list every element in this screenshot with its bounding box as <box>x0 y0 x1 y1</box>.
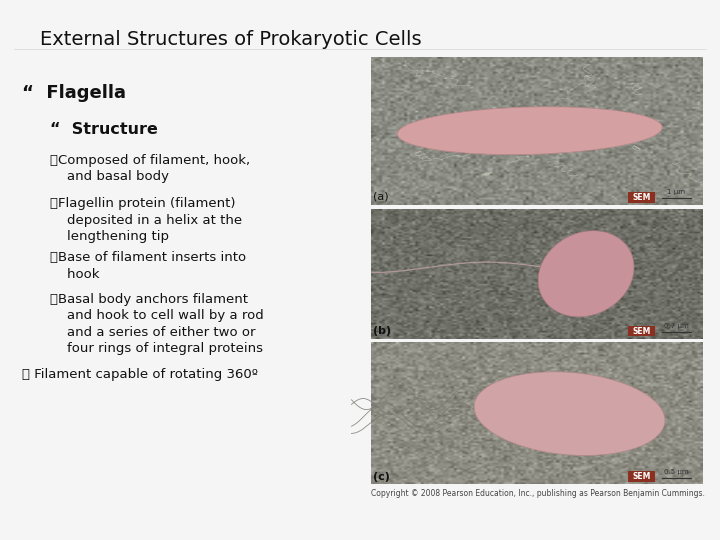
Ellipse shape <box>397 107 662 154</box>
Text: ௵Flagellin protein (filament)
    deposited in a helix at the
    lengthening ti: ௵Flagellin protein (filament) deposited … <box>50 197 243 243</box>
Ellipse shape <box>474 372 665 455</box>
Bar <box>628 326 655 336</box>
Ellipse shape <box>538 231 634 317</box>
Text: (b): (b) <box>373 326 391 336</box>
Text: ௵ Filament capable of rotating 360º: ௵ Filament capable of rotating 360º <box>22 368 258 381</box>
Text: (a): (a) <box>373 191 389 201</box>
Text: 0.5 μm: 0.5 μm <box>664 469 688 475</box>
Text: SEM: SEM <box>632 193 651 201</box>
Text: ௵Base of filament inserts into
    hook: ௵Base of filament inserts into hook <box>50 251 246 281</box>
Text: ௵Composed of filament, hook,
    and basal body: ௵Composed of filament, hook, and basal b… <box>50 154 251 184</box>
Text: ௵Basal body anchors filament
    and hook to cell wall by a rod
    and a series: ௵Basal body anchors filament and hook to… <box>50 293 264 355</box>
Text: SEM: SEM <box>632 327 651 335</box>
Bar <box>628 471 655 482</box>
Text: Copyright © 2008 Pearson Education, Inc., publishing as Pearson Benjamin Cumming: Copyright © 2008 Pearson Education, Inc.… <box>371 489 705 498</box>
Text: 0.7 μm: 0.7 μm <box>664 323 688 329</box>
Bar <box>628 192 655 202</box>
Text: “  Flagella: “ Flagella <box>22 84 125 102</box>
Text: (c): (c) <box>373 471 390 482</box>
Text: “  Structure: “ Structure <box>50 122 158 137</box>
Text: SEM: SEM <box>632 472 651 481</box>
Text: 1 μm: 1 μm <box>667 189 685 195</box>
Text: External Structures of Prokaryotic Cells: External Structures of Prokaryotic Cells <box>40 30 421 49</box>
